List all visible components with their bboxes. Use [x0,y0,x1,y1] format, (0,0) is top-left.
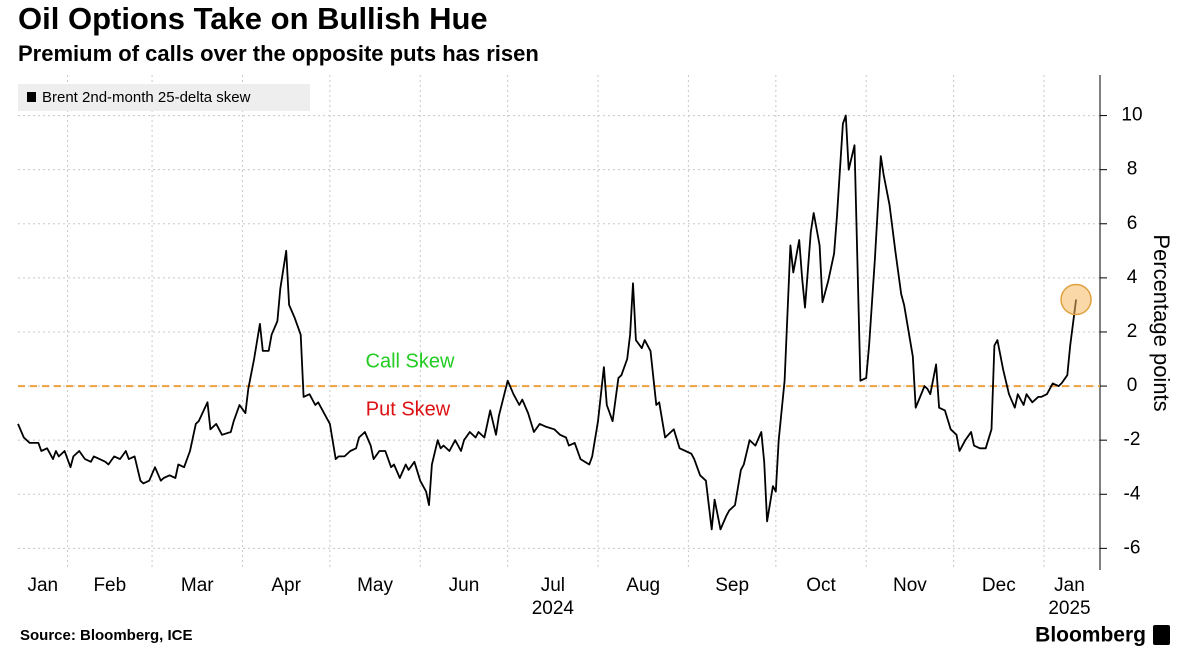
x-tick-label: Jun [449,575,480,596]
x-tick-label: Sep [715,575,749,596]
series-line [17,114,1077,531]
x-tick-label: Jul [541,575,565,596]
x-year-label: 2025 [1048,598,1090,619]
y-tick-label: 0 [1127,375,1138,396]
x-tick-label: Aug [626,575,660,596]
legend-box [18,84,310,111]
brand: Bloomberg [1035,624,1146,647]
legend-label: Brent 2nd-month 25-delta skew [42,89,251,106]
x-tick-label: Oct [806,575,836,596]
y-tick-label: -6 [1124,537,1141,558]
y-axis-title: Percentage points [1149,234,1174,411]
annotation: Call Skew [366,350,455,372]
brand-icon [1153,625,1170,645]
highlight-point [1060,283,1092,316]
x-tick-label: Mar [181,575,214,596]
chart-subtitle: Premium of calls over the opposite puts … [18,41,539,66]
y-tick-label: 2 [1127,321,1138,342]
source: Source: Bloomberg, ICE [20,627,193,644]
x-tick-label: Dec [982,575,1016,596]
x-tick-label: May [357,575,393,596]
x-tick-label: Apr [271,575,301,596]
annotation: Put Skew [366,398,451,420]
legend-swatch [27,92,36,102]
chart-title: Oil Options Take on Bullish Hue [18,1,488,36]
y-tick-label: 10 [1121,105,1142,126]
y-tick-label: 6 [1127,213,1138,234]
x-year-label: 2024 [532,598,575,619]
x-tick-label: Nov [893,575,927,596]
y-tick-label: 8 [1127,159,1138,180]
y-tick-label: -4 [1124,483,1141,504]
y-tick-label: -2 [1124,429,1141,450]
x-tick-label: Feb [93,575,126,596]
x-tick-label: Jan [27,575,58,596]
y-tick-label: 4 [1127,267,1138,288]
x-tick-label: Jan [1054,575,1085,596]
